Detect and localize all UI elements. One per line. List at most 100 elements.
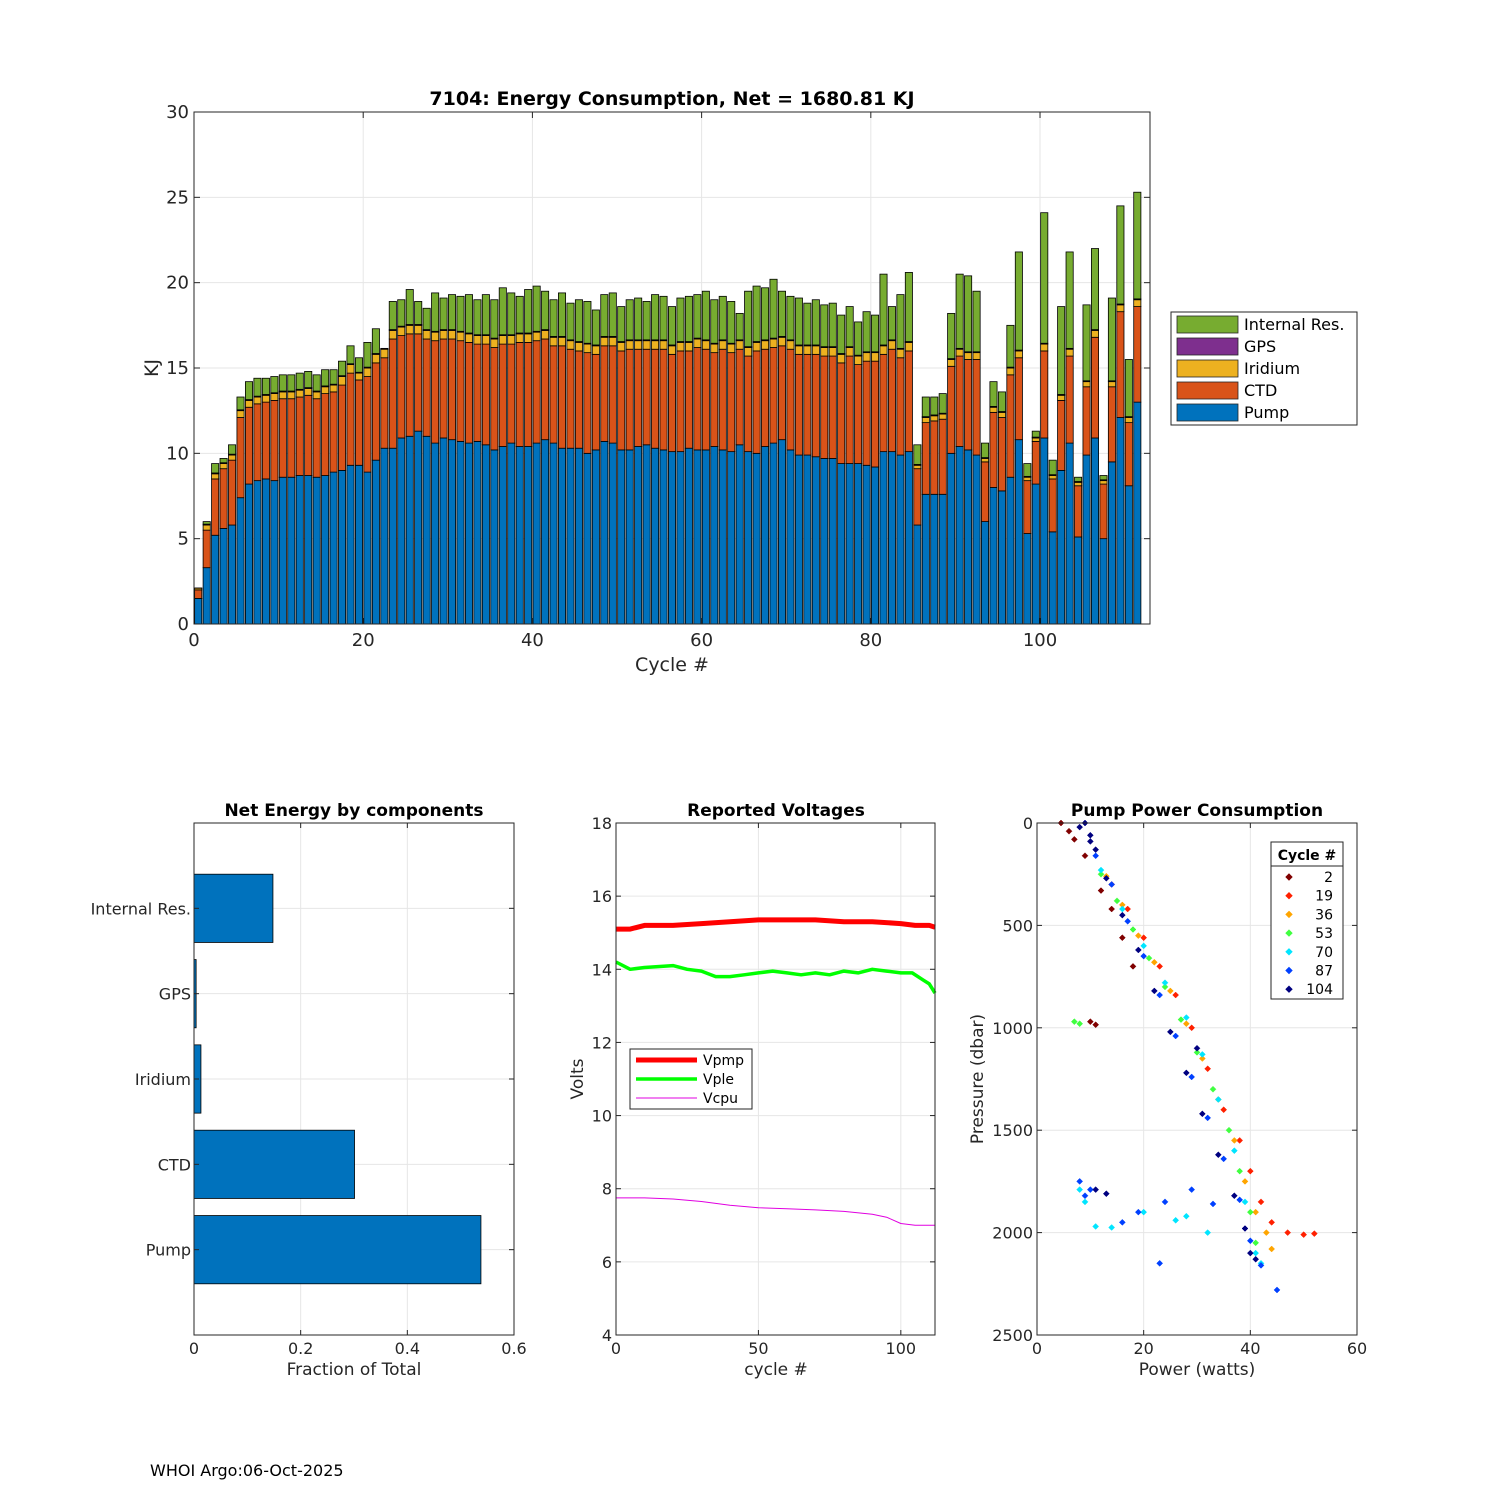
energy-bar-pump [405,435,414,625]
energy-bar-ctd [845,355,854,464]
energy-bar-pump [955,446,964,625]
energy-bar-pump [600,440,609,625]
energy-bar-internal-res [1074,476,1083,482]
energy-bar-iridium [228,454,237,461]
pump-point-cycle-70 [1198,1051,1206,1058]
pump-ytick-label: 1000 [992,1019,1033,1038]
energy-bar-internal-res [600,294,609,337]
energy-bar-iridium [1099,480,1108,485]
pump-point-cycle-104 [1086,831,1094,839]
pump-point-cycle-87 [1204,1114,1212,1122]
energy-bar-pump [1116,417,1125,625]
energy-bar-iridium [405,324,414,335]
energy-bar-internal-res [405,289,414,325]
energy-bar-ctd [295,396,304,476]
energy-bar-ctd [448,338,457,441]
energy-bar-internal-res [752,285,761,342]
energy-bar-iridium [981,458,990,463]
energy-bar-pump [693,449,702,625]
energy-bar-internal-res [1023,463,1032,477]
energy-bar-pump [845,463,854,625]
energy-bar-iridium [253,396,262,405]
energy-bar-ctd [761,348,770,447]
pump-point-cycle-70 [1230,1147,1238,1155]
energy-chart-ylabel: KJ [141,359,163,377]
energy-bar-ctd [600,345,609,442]
energy-bar-pump [219,528,228,625]
voltage-line-vcpu [616,1197,935,1226]
pump-xtick-label: 0 [1032,1339,1042,1358]
energy-bar-pump [244,483,253,625]
pump-point-cycle-87 [1118,1219,1126,1226]
energy-ytick-label: 25 [166,187,189,208]
energy-bar-pump [583,452,592,625]
pump-point-cycle-53 [1113,897,1121,905]
pump-point-cycle-19 [1300,1231,1308,1239]
energy-bar-ctd [794,353,803,456]
pump-ytick-label: 2500 [992,1326,1033,1345]
energy-bar-ctd [431,340,440,444]
energy-bar-internal-res [304,371,313,389]
legend-label: Pump [1244,403,1289,422]
energy-bar-pump [828,458,837,625]
netenergy-category-label: CTD [158,1155,191,1174]
energy-ytick-label: 15 [166,358,189,379]
energy-bar-pump [329,471,338,625]
pump-point-cycle-2 [1108,905,1116,913]
energy-bar-internal-res [507,292,516,336]
energy-bar-internal-res [439,297,448,331]
energy-bar-gps [380,347,389,350]
energy-bar-internal-res [1091,248,1100,331]
pump-point-cycle-87 [1209,1200,1217,1208]
energy-bar-internal-res [735,312,744,341]
energy-bar-iridium [304,388,313,396]
energy-bar-pump [574,447,583,625]
pump-point-cycle-53 [1070,1018,1078,1026]
energy-bar-iridium [558,336,567,347]
energy-bar-internal-res [574,299,583,342]
energy-bar-pump [997,490,1006,625]
energy-bar-ctd [684,350,693,449]
pump-point-cycle-19 [1236,1137,1244,1144]
energy-bar-pump [278,476,287,625]
pump-point-cycle-104 [1241,1225,1249,1232]
voltages-xtick-label: 0 [611,1339,621,1358]
energy-bar-pump [456,440,465,625]
pump-point-cycle-19 [1268,1219,1276,1226]
pump-point-cycle-36 [1262,1229,1270,1236]
pump-point-cycle-53 [1193,1049,1201,1056]
energy-bar-ctd [938,418,947,495]
energy-bar-internal-res [219,458,228,464]
pump-point-cycle-19 [1284,1229,1292,1236]
netenergy-category-label: Iridium [135,1070,191,1089]
energy-bar-pump [1014,439,1023,625]
energy-bar-iridium [397,326,406,336]
energy-bar-pump [473,440,482,625]
energy-bar-internal-res [388,301,397,331]
cycle-legend-marker [1285,929,1293,937]
energy-bar-iridium [955,348,964,357]
energy-bar-internal-res [921,396,930,418]
energy-bar-internal-res [549,299,558,337]
energy-bar-iridium [600,336,609,347]
energy-bar-internal-res [684,295,693,342]
energy-bar-pump [947,452,956,625]
energy-bar-internal-res [930,396,939,416]
energy-bar-iridium [997,411,1006,418]
energy-bar-iridium [608,336,617,347]
energy-bar-ctd [1124,422,1133,487]
energy-bar-pump [921,493,930,625]
pump-point-cycle-53 [1076,1020,1084,1028]
energy-bar-ctd [312,398,321,478]
energy-bar-iridium [414,324,423,335]
energy-bar-ctd [524,341,533,447]
energy-bar-internal-res [202,521,211,525]
energy-bar-ctd [744,355,753,453]
energy-bar-iridium [448,330,457,340]
energy-bar-pump [498,446,507,625]
energy-bar-ctd [642,348,651,446]
energy-xtick-label: 100 [1023,630,1057,651]
pump-point-cycle-70 [1241,1198,1249,1206]
energy-ytick-label: 10 [166,443,189,464]
energy-bar-pump [930,493,939,625]
